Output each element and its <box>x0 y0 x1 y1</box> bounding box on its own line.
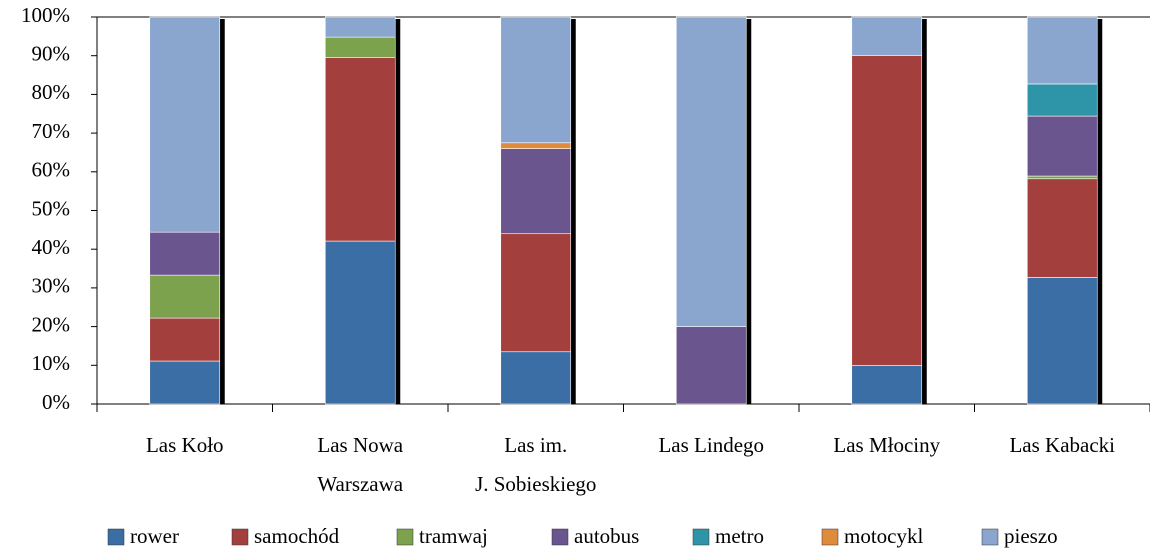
bar-segment <box>1026 277 1098 405</box>
bar-segment <box>851 16 923 57</box>
bar-segment <box>324 36 396 58</box>
legend-label: tramwaj <box>419 524 488 548</box>
x-tick-label: Las Nowa <box>317 433 403 457</box>
y-tick-label: 70% <box>32 119 71 143</box>
legend-swatch <box>821 528 839 546</box>
y-tick-label: 10% <box>32 351 71 375</box>
bar-segment <box>675 16 747 327</box>
bar-segment <box>324 16 396 38</box>
bar-shadow <box>746 19 752 404</box>
legend-swatch <box>692 528 710 546</box>
x-tick-label: Warszawa <box>317 472 403 496</box>
x-tick-label: Las Kabacki <box>1009 433 1115 457</box>
bar-segment <box>1026 83 1098 117</box>
x-tick-label: J. Sobieskiego <box>475 472 596 496</box>
bar-segment <box>149 274 221 319</box>
bar-segment <box>1026 16 1098 85</box>
y-tick-label: 40% <box>32 235 71 259</box>
bar-segment <box>851 364 923 405</box>
bar-segment <box>500 233 572 353</box>
x-tick-label: Las Lindego <box>658 433 764 457</box>
bar-segment <box>500 142 572 149</box>
bar-segment <box>675 326 747 405</box>
bar-shadow <box>395 19 401 404</box>
bar-segment <box>500 148 572 235</box>
legend-label: autobus <box>574 524 639 548</box>
bar-segment <box>149 317 221 362</box>
y-tick-label: 60% <box>32 158 71 182</box>
bar-shadow <box>570 19 576 404</box>
x-tick-label: Las im. <box>504 433 567 457</box>
y-tick-label: 0% <box>42 390 70 414</box>
bar-shadow <box>921 19 927 404</box>
bar-segment <box>500 16 572 144</box>
legend-label: pieszo <box>1004 524 1058 548</box>
bar-segment <box>149 360 221 405</box>
y-tick-label: 20% <box>32 312 71 336</box>
bar-segment <box>149 231 221 276</box>
y-tick-label: 50% <box>32 196 71 220</box>
y-tick-label: 80% <box>32 80 71 104</box>
legend-label: samochód <box>254 524 340 548</box>
legend-label: motocykl <box>844 524 923 548</box>
bar-segment <box>500 351 572 405</box>
x-tick-label: Las Koło <box>146 433 224 457</box>
legend-swatch <box>551 528 569 546</box>
y-tick-label: 90% <box>32 42 71 66</box>
bar-segment <box>1026 175 1098 180</box>
y-tick-label: 30% <box>32 274 71 298</box>
legend-swatch <box>981 528 999 546</box>
bar-shadow <box>219 19 225 404</box>
bar-segment <box>1026 115 1098 177</box>
bar-segment <box>851 55 923 366</box>
bar-segment <box>324 240 396 405</box>
y-tick-label: 100% <box>21 3 70 27</box>
legend-swatch <box>231 528 249 546</box>
bar-segment <box>149 16 221 233</box>
legend-swatch <box>107 528 125 546</box>
bar-shadow <box>1097 19 1103 404</box>
legend-label: rower <box>130 524 179 548</box>
x-tick-label: Las Młociny <box>833 433 940 457</box>
legend-swatch <box>396 528 414 546</box>
legend-label: metro <box>715 524 764 548</box>
bar-segment <box>1026 178 1098 278</box>
bar-segment <box>324 57 396 242</box>
